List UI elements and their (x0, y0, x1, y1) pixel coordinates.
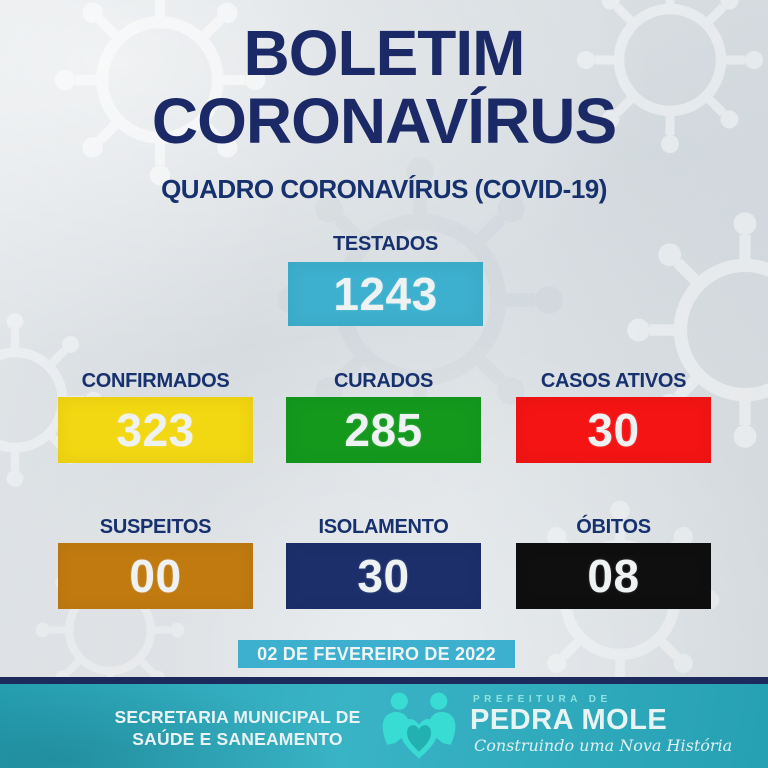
stat-suspeitos: SUSPEITOS 00 (58, 516, 253, 609)
stat-value-casos-ativos: 30 (587, 404, 640, 456)
stat-casos-ativos: CASOS ATIVOS 30 (516, 370, 711, 463)
stat-curados: CURADOS 285 (286, 370, 481, 463)
stat-label-confirmados: CONFIRMADOS (81, 370, 230, 392)
stat-label-testados: TESTADOS (332, 233, 438, 255)
stat-value-curados: 285 (344, 404, 423, 456)
stat-value-isolamento: 30 (357, 550, 410, 602)
stat-obitos: ÓBITOS 08 (516, 516, 711, 609)
stat-isolamento: ISOLAMENTO 30 (286, 516, 481, 609)
stat-box-confirmados: 323 (58, 397, 253, 463)
stat-label-obitos: ÓBITOS (576, 516, 651, 538)
city-hall-logo: PREFEITURA DE PEDRA MOLE Construindo uma… (374, 690, 732, 762)
stat-box-obitos: 08 (516, 543, 711, 609)
date-banner: 02 DE FEVEREIRO DE 2022 (238, 640, 515, 668)
secretariat-line1: SECRETARIA MUNICIPAL DE (114, 707, 361, 727)
stat-value-confirmados: 323 (116, 404, 195, 456)
people-heart-logo-icon (382, 692, 456, 759)
secretariat-line2: SAÚDE E SANEAMENTO (132, 728, 343, 749)
stat-box-casos-ativos: 30 (516, 397, 711, 463)
page-title-line1: BOLETIM (243, 17, 526, 89)
stat-box-curados: 285 (286, 397, 481, 463)
stat-testados: TESTADOS 1243 (288, 233, 483, 326)
stat-label-casos-ativos: CASOS ATIVOS (540, 370, 687, 392)
page-title-line2: CORONAVÍRUS (151, 85, 617, 157)
footer-divider (0, 677, 768, 684)
logo-superline: PREFEITURA DE (473, 694, 612, 705)
page-subtitle: QUADRO CORONAVÍRUS (COVID-19) (161, 174, 607, 204)
logo-name: PEDRA MOLE (470, 704, 668, 736)
stat-label-isolamento: ISOLAMENTO (318, 516, 449, 538)
secretariat-text: SECRETARIA MUNICIPAL DE SAÚDE E SANEAMEN… (55, 707, 420, 750)
stat-label-suspeitos: SUSPEITOS (99, 516, 212, 538)
stat-box-suspeitos: 00 (58, 543, 253, 609)
logo-tagline: Construindo uma Nova História (474, 736, 733, 756)
stat-value-suspeitos: 00 (129, 550, 182, 602)
footer-bar: SECRETARIA MUNICIPAL DE SAÚDE E SANEAMEN… (0, 684, 768, 768)
stat-value-obitos: 08 (587, 550, 640, 602)
stat-box-isolamento: 30 (286, 543, 481, 609)
stat-label-curados: CURADOS (333, 370, 433, 392)
logo-text-block: PREFEITURA DE PEDRA MOLE Construindo uma… (470, 690, 732, 762)
stat-box-testados: 1243 (288, 262, 483, 326)
stat-confirmados: CONFIRMADOS 323 (58, 370, 253, 463)
stat-value-testados: 1243 (333, 268, 438, 320)
